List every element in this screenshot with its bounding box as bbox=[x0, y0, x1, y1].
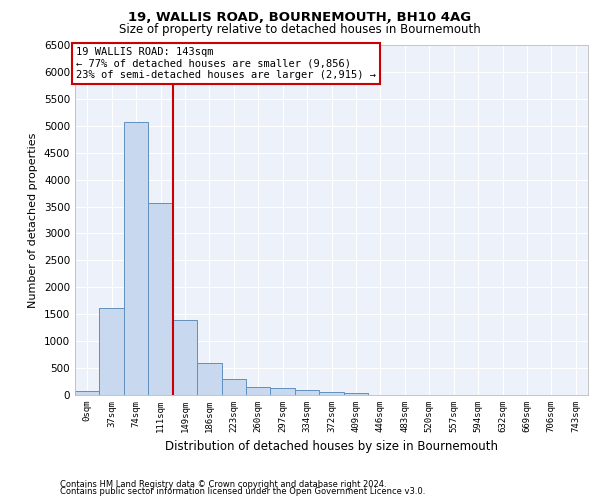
Bar bbox=[295, 390, 319, 395]
Bar bbox=[124, 122, 148, 395]
Bar bbox=[246, 387, 271, 395]
Bar bbox=[197, 362, 221, 395]
Bar bbox=[75, 391, 100, 395]
X-axis label: Distribution of detached houses by size in Bournemouth: Distribution of detached houses by size … bbox=[165, 440, 498, 454]
Text: Contains public sector information licensed under the Open Government Licence v3: Contains public sector information licen… bbox=[60, 487, 425, 496]
Text: 19, WALLIS ROAD, BOURNEMOUTH, BH10 4AG: 19, WALLIS ROAD, BOURNEMOUTH, BH10 4AG bbox=[128, 11, 472, 24]
Bar bbox=[148, 202, 173, 395]
Bar bbox=[344, 394, 368, 395]
Bar bbox=[221, 379, 246, 395]
Text: Contains HM Land Registry data © Crown copyright and database right 2024.: Contains HM Land Registry data © Crown c… bbox=[60, 480, 386, 489]
Bar bbox=[100, 308, 124, 395]
Text: Size of property relative to detached houses in Bournemouth: Size of property relative to detached ho… bbox=[119, 22, 481, 36]
Text: 19 WALLIS ROAD: 143sqm
← 77% of detached houses are smaller (9,856)
23% of semi-: 19 WALLIS ROAD: 143sqm ← 77% of detached… bbox=[76, 47, 376, 80]
Bar bbox=[319, 392, 344, 395]
Bar bbox=[271, 388, 295, 395]
Y-axis label: Number of detached properties: Number of detached properties bbox=[28, 132, 38, 308]
Bar bbox=[173, 320, 197, 395]
